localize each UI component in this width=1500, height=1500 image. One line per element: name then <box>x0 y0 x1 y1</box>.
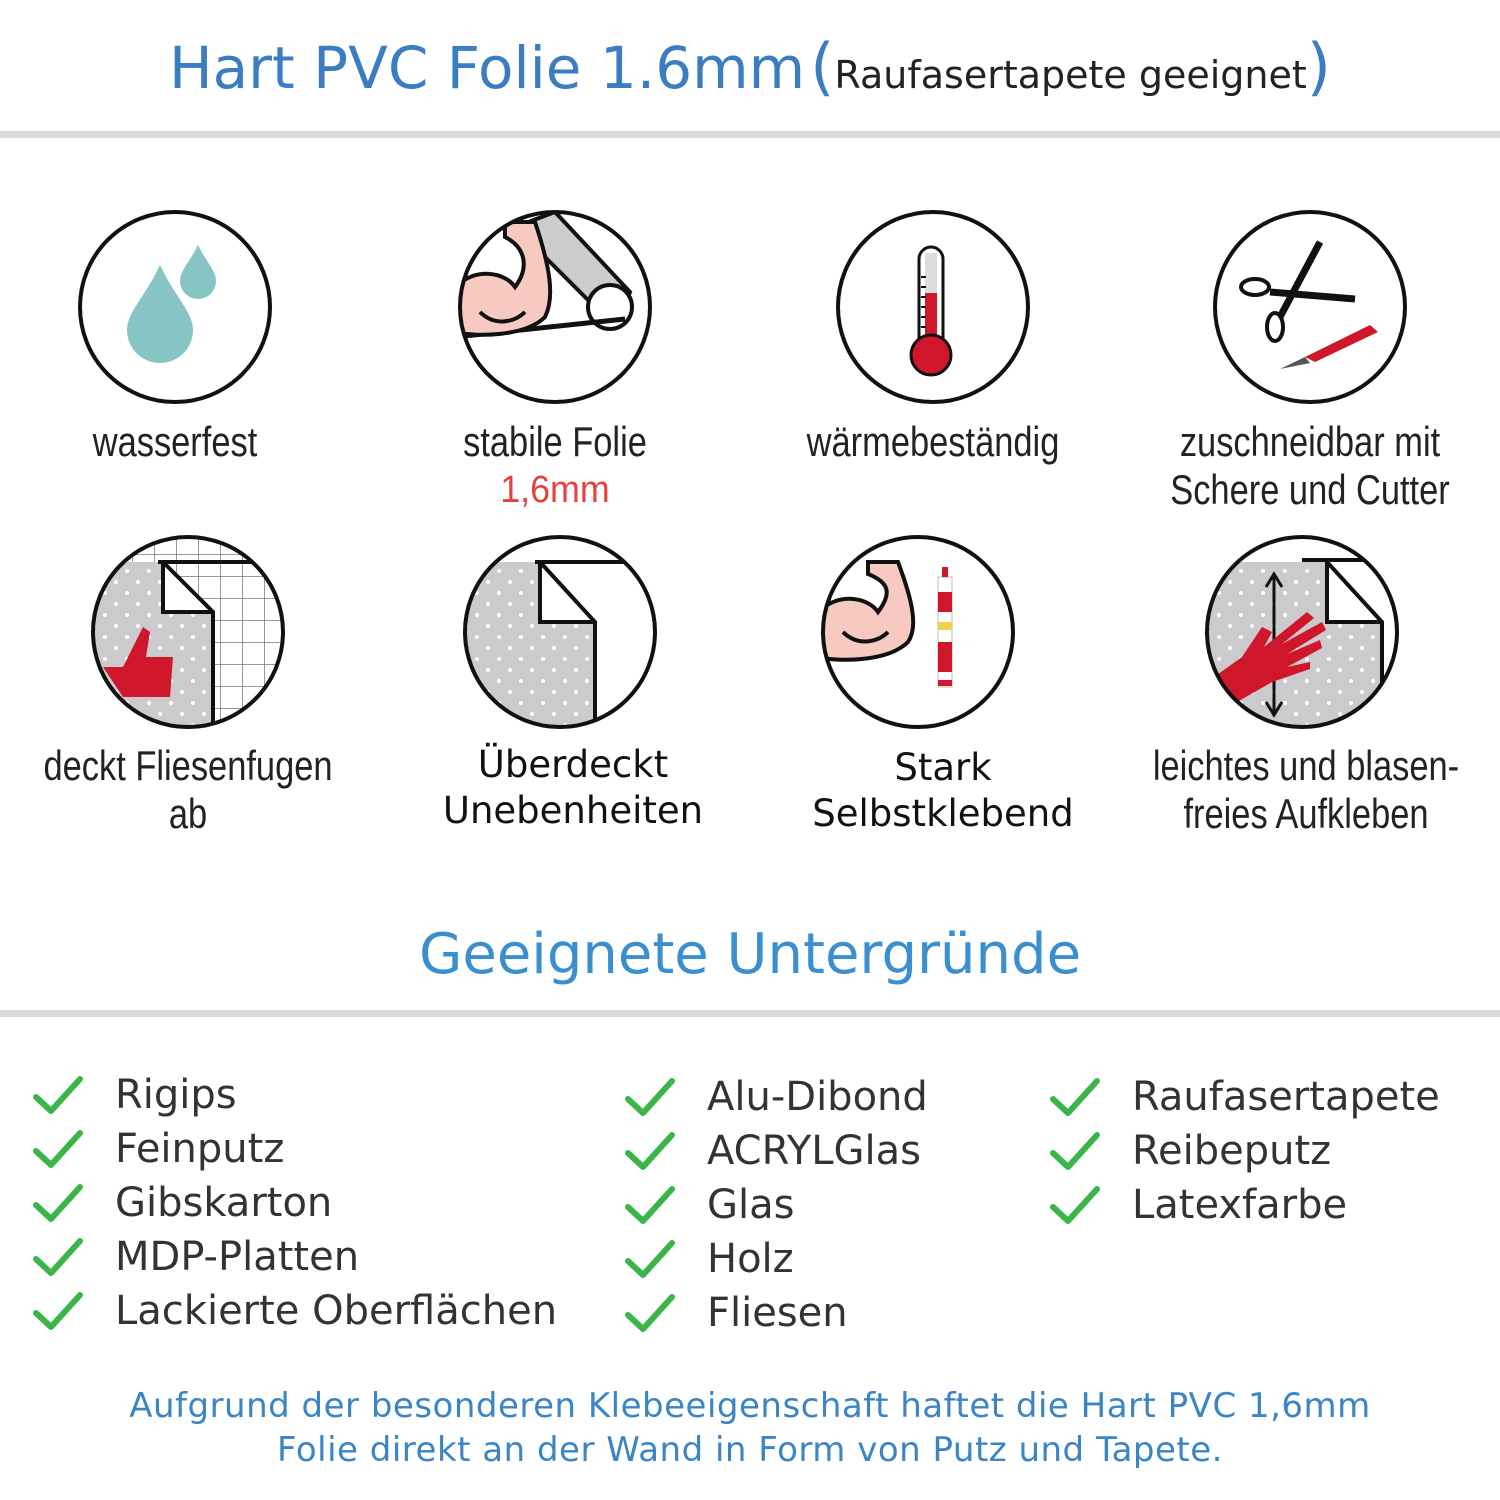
surface-label: Gibskarton <box>115 1180 333 1226</box>
feature-label: Stark Selbstklebend <box>812 746 1074 835</box>
check-icon <box>625 1132 675 1170</box>
surface-list: Raufasertapete Reibeputz Latexfarbe <box>1050 1070 1440 1232</box>
foil-corner-icon <box>463 535 657 729</box>
page-title: Hart PVC Folie 1.6mm (Raufasertapete gee… <box>168 30 1331 103</box>
scissors-cutter-icon <box>1213 210 1407 404</box>
surface-item: Holz <box>625 1232 928 1286</box>
surface-label: ACRYLGlas <box>707 1128 922 1174</box>
surface-item: Latexfarbe <box>1050 1178 1440 1232</box>
check-icon <box>33 1238 83 1276</box>
water-drops-icon <box>78 210 272 404</box>
surface-item: Raufasertapete <box>1050 1070 1440 1124</box>
thermometer-icon <box>836 210 1030 404</box>
surface-label: Feinputz <box>115 1126 285 1172</box>
surface-item: Feinputz <box>33 1122 557 1176</box>
surface-label: Lackierte Oberflächen <box>115 1288 558 1334</box>
thickness-highlight: 1,6mm <box>500 469 610 511</box>
divider <box>0 131 1500 138</box>
surface-label: Raufasertapete <box>1132 1074 1440 1120</box>
surface-label: Reibeputz <box>1132 1128 1332 1174</box>
feature-label: stabile Folie 1,6mm <box>399 418 711 514</box>
feature-label: wärmebeständig <box>806 418 1060 465</box>
check-icon <box>1050 1132 1100 1170</box>
hand-smoothing-icon <box>1205 535 1399 729</box>
surface-item: Rigips <box>33 1068 557 1122</box>
surface-item: ACRYLGlas <box>625 1124 928 1178</box>
surface-item: Fliesen <box>625 1286 928 1340</box>
surface-item: Gibskarton <box>33 1176 557 1230</box>
divider <box>0 1010 1500 1017</box>
feature-label: deckt Fliesenfugen ab <box>43 742 333 837</box>
check-icon <box>625 1294 675 1332</box>
surface-label: Rigips <box>115 1072 237 1118</box>
check-icon <box>625 1240 675 1278</box>
check-icon <box>33 1076 83 1114</box>
check-icon <box>625 1078 675 1116</box>
surface-list: Rigips Feinputz Gibskarton MDP-Platten Lacki… <box>33 1068 557 1338</box>
footer-note: Aufgrund der besonderen Klebeeigenschaft… <box>129 1386 1371 1470</box>
section-title: Geeignete Untergründe <box>418 922 1082 987</box>
check-icon <box>625 1186 675 1224</box>
surface-label: Alu-Dibond <box>707 1074 928 1120</box>
surface-label: Latexfarbe <box>1132 1182 1348 1228</box>
surface-item: MDP-Platten <box>33 1230 557 1284</box>
check-icon <box>1050 1078 1100 1116</box>
surface-item: Lackierte Oberflächen <box>33 1284 557 1338</box>
surface-item: Reibeputz <box>1050 1124 1440 1178</box>
surface-label: Fliesen <box>707 1290 848 1336</box>
surface-item: Glas <box>625 1178 928 1232</box>
check-icon <box>33 1130 83 1168</box>
strong-arm-glue-icon <box>821 535 1015 729</box>
check-icon <box>1050 1186 1100 1224</box>
check-icon <box>33 1184 83 1222</box>
surface-label: Glas <box>707 1182 795 1228</box>
feature-label: Überdeckt Unebenheiten <box>442 743 704 832</box>
feature-label: leichtes und blasen-freies Aufkleben <box>1152 742 1460 837</box>
strong-arm-foil-icon <box>458 210 652 404</box>
check-icon <box>33 1292 83 1330</box>
feature-label: zuschneidbar mit Schere und Cutter <box>1170 418 1450 513</box>
surface-list: Alu-Dibond ACRYLGlas Glas Holz Fliesen <box>625 1070 928 1340</box>
surface-item: Alu-Dibond <box>625 1070 928 1124</box>
feature-label: wasserfest <box>92 418 258 465</box>
surface-label: Holz <box>707 1236 794 1282</box>
surface-label: MDP-Platten <box>115 1234 360 1280</box>
thumbs-up-tiles-icon <box>91 535 285 729</box>
